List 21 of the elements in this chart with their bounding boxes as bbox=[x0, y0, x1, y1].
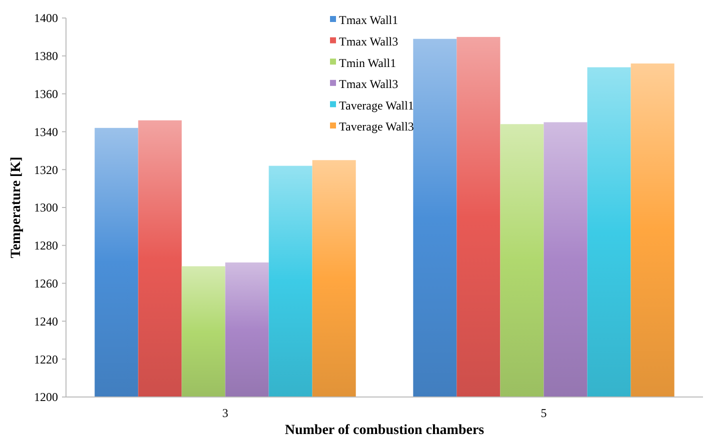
x-tick-label: 3 bbox=[222, 406, 228, 420]
legend-label: Tmax Wall3 bbox=[339, 34, 398, 48]
y-tick-label: 1400 bbox=[34, 11, 58, 26]
legend-label: Tmax Wall3 bbox=[339, 77, 398, 92]
y-tick-label: 1200 bbox=[34, 390, 58, 404]
legend-label: Taverage Wall3 bbox=[339, 120, 414, 134]
x-axis-title: Number of combustion chambers bbox=[284, 423, 485, 438]
y-axis-title: Temperature [K] bbox=[9, 156, 24, 258]
legend-label: Tmax Wall1 bbox=[339, 13, 398, 28]
y-tick-label: 1240 bbox=[34, 314, 58, 328]
y-tick-label: 1320 bbox=[34, 162, 58, 177]
y-tick-label: 1260 bbox=[34, 276, 58, 290]
x-tick-label: 5 bbox=[540, 406, 547, 420]
y-tick-label: 1300 bbox=[34, 200, 58, 215]
y-tick-label: 1280 bbox=[34, 238, 58, 253]
y-tick-label: 1380 bbox=[34, 49, 58, 64]
y-tick-label: 1220 bbox=[34, 352, 58, 366]
y-tick-label: 1340 bbox=[34, 124, 58, 139]
y-tick-label: 1360 bbox=[34, 87, 58, 101]
legend-label: Tmin Wall1 bbox=[339, 56, 396, 70]
legend-label: Taverage Wall1 bbox=[339, 98, 414, 112]
